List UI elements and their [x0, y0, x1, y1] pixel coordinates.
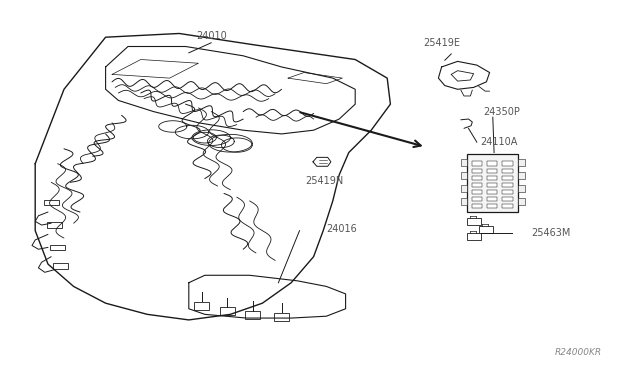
Bar — [487, 197, 497, 201]
Bar — [472, 176, 482, 180]
Bar — [518, 198, 525, 205]
Bar — [487, 176, 497, 180]
Bar — [518, 172, 525, 179]
Text: R24000KR: R24000KR — [554, 348, 602, 357]
Bar — [467, 218, 481, 225]
Bar — [502, 176, 513, 180]
Bar — [472, 204, 482, 208]
Bar — [461, 172, 467, 179]
Bar — [467, 233, 481, 240]
Bar — [461, 198, 467, 205]
Text: 25419E: 25419E — [423, 38, 460, 48]
Text: 25463M: 25463M — [531, 228, 571, 237]
Bar — [502, 161, 513, 166]
Bar — [502, 183, 513, 187]
Bar — [461, 159, 467, 166]
Bar — [487, 190, 497, 194]
Bar — [487, 204, 497, 208]
Bar — [502, 190, 513, 194]
Text: 24010: 24010 — [196, 31, 227, 41]
Text: 24016: 24016 — [326, 224, 357, 234]
Bar — [487, 169, 497, 173]
Bar — [461, 185, 467, 192]
Bar — [472, 169, 482, 173]
Bar — [487, 161, 497, 166]
Bar — [518, 185, 525, 192]
Bar — [487, 183, 497, 187]
Bar — [479, 226, 493, 232]
Bar — [467, 154, 518, 212]
Bar — [518, 159, 525, 166]
Bar — [472, 190, 482, 194]
Bar — [502, 169, 513, 173]
Bar — [472, 161, 482, 166]
Bar — [502, 204, 513, 208]
Text: 24110A: 24110A — [480, 137, 517, 147]
Text: 25419N: 25419N — [305, 176, 344, 186]
Bar — [472, 183, 482, 187]
Bar — [472, 197, 482, 201]
Bar — [502, 197, 513, 201]
Text: 24350P: 24350P — [483, 107, 520, 117]
